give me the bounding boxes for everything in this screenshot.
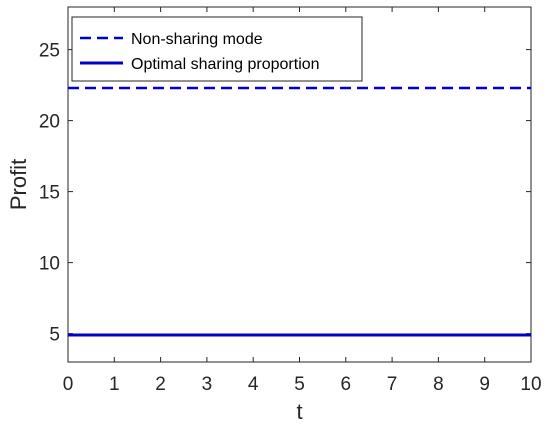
x-tick-label: 5	[294, 374, 305, 395]
legend-label-non-sharing: Non-sharing mode	[131, 31, 263, 48]
y-tick-label: 20	[39, 112, 60, 133]
x-tick-label: 6	[341, 374, 352, 395]
x-tick-label: 2	[155, 374, 166, 395]
y-tick-label: 25	[39, 41, 60, 62]
y-tick-label: 5	[49, 325, 60, 346]
x-tick-label: 3	[202, 374, 213, 395]
x-axis-ticks: 0 1 2 3 4 5 6 7 8 9 10	[63, 7, 542, 395]
x-axis-title: t	[296, 399, 302, 424]
y-tick-label: 15	[39, 183, 60, 204]
legend-label-optimal-sharing: Optimal sharing proportion	[131, 56, 320, 73]
y-axis-ticks: 5 10 15 20 25	[39, 41, 531, 346]
x-tick-label: 7	[387, 374, 398, 395]
legend: Non-sharing mode Optimal sharing proport…	[71, 16, 363, 82]
y-tick-label: 10	[39, 254, 60, 275]
x-tick-label: 0	[63, 374, 74, 395]
x-tick-label: 8	[433, 374, 444, 395]
x-tick-label: 1	[109, 374, 120, 395]
x-tick-label: 4	[248, 374, 259, 395]
y-axis-title: Profit	[6, 159, 31, 210]
legend-box	[71, 16, 363, 82]
x-tick-label: 10	[520, 374, 541, 395]
x-tick-label: 9	[479, 374, 490, 395]
series-layer	[68, 86, 531, 337]
